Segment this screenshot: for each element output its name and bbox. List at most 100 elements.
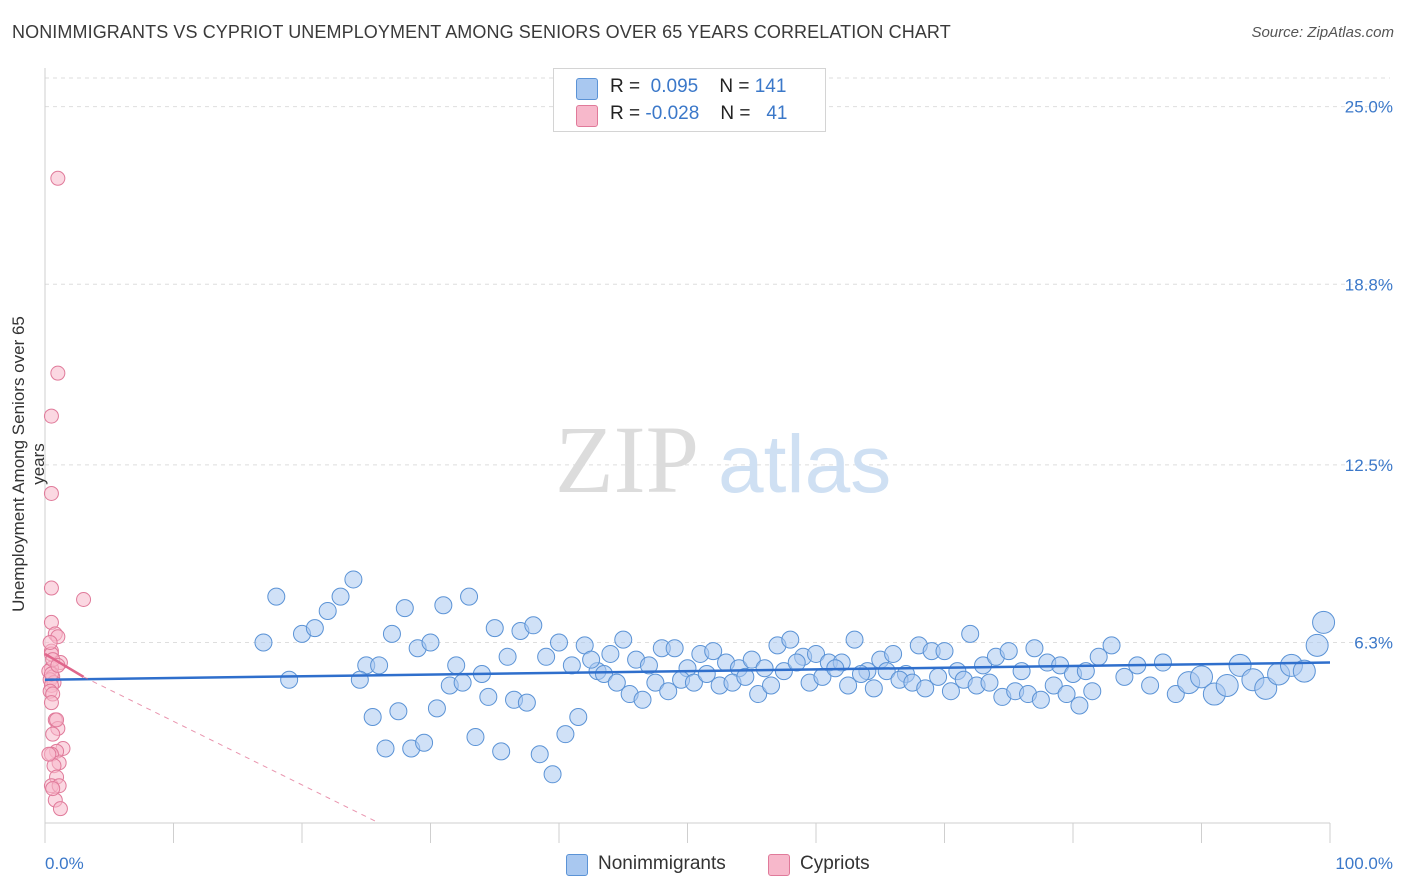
nonimmigrants-point	[344, 570, 363, 589]
source-label: Source: ZipAtlas.com	[1251, 24, 1394, 41]
nonimmigrants-point	[524, 616, 543, 635]
nonimmigrants-point	[1057, 685, 1076, 704]
nonimmigrants-point	[498, 647, 517, 666]
nonimmigrants-point	[1292, 659, 1316, 683]
nonimmigrants-point	[807, 644, 825, 663]
nonimmigrants-point	[935, 642, 954, 661]
nonimmigrants-point	[845, 630, 864, 649]
nonimmigrants-point	[280, 670, 299, 689]
nonimmigrants-point	[1070, 696, 1089, 715]
nonimmigrants-point	[485, 619, 504, 638]
nonimmigrants-point	[254, 633, 273, 652]
nonimmigrants-point	[1012, 662, 1031, 681]
nonimmigrants-point	[492, 742, 511, 761]
cypriots-trend-line	[44, 652, 85, 678]
nonimmigrants-point	[1031, 690, 1050, 709]
nonimmigrants-point	[684, 673, 703, 692]
nonimmigrants-point	[453, 673, 472, 692]
nonimmigrants-point	[1305, 633, 1329, 657]
grid-lines	[45, 77, 1390, 643]
y-axis-label: Unemployment Among Seniors over 65 years	[9, 316, 48, 612]
nonimmigrants-point	[704, 642, 723, 661]
bottom-legend-label-nonimmigrants: Nonimmigrants	[598, 853, 726, 874]
nonimmigrants-point	[999, 642, 1018, 661]
cypriots-point	[50, 365, 66, 381]
nonimmigrants-point	[742, 650, 761, 669]
nonimmigrants-point	[877, 662, 896, 681]
cypriots-point	[41, 746, 57, 762]
bottom-legend-label-cypriots: Cypriots	[800, 853, 870, 874]
nonimmigrants-point	[781, 630, 800, 649]
cypriots-point	[43, 580, 59, 596]
nonimmigrants-point	[787, 653, 806, 672]
nonimmigrants-point	[1141, 676, 1160, 695]
trend-lines	[44, 652, 1331, 824]
nonimmigrants-point	[1044, 676, 1063, 695]
legend-swatch-nonimmigrants	[576, 78, 598, 100]
cypriots-trend-extension	[83, 676, 380, 824]
cypriots-point	[43, 485, 59, 501]
nonimmigrants-point	[941, 682, 960, 701]
stats-legend: R = 0.095 N = 141 R = -0.028 N = 41	[553, 68, 826, 132]
nonimmigrants-trend-line	[44, 661, 1331, 681]
y-tick-label: 6.3%	[1354, 633, 1393, 652]
watermark-atlas: atlas	[718, 419, 891, 510]
nonimmigrants-point	[639, 656, 658, 675]
nonimmigrants-point	[929, 667, 948, 686]
nonimmigrants-point	[601, 644, 620, 663]
nonimmigrants-point	[1025, 639, 1044, 658]
nonimmigrants-point	[318, 601, 337, 620]
nonimmigrants-point	[427, 699, 446, 718]
nonimmigrants-point	[659, 682, 678, 701]
nonimmigrants-point	[543, 765, 562, 784]
nonimmigrants-point	[916, 679, 935, 698]
nonimmigrants-point	[1190, 665, 1213, 689]
nonimmigrants-point	[884, 644, 903, 663]
watermark-zip: ZIP	[555, 406, 699, 513]
nonimmigrants-point	[382, 624, 401, 643]
nonimmigrants-point	[755, 659, 774, 678]
cypriots-point	[50, 170, 66, 186]
nonimmigrants-point	[980, 673, 999, 692]
nonimmigrants-point	[550, 633, 568, 652]
nonimmigrants-point	[466, 728, 485, 747]
nonimmigrants-point	[749, 685, 768, 704]
nonimmigrants-point	[415, 733, 434, 752]
bottom-legend-swatch-cypriots	[768, 854, 790, 876]
points-layer	[41, 170, 1336, 817]
legend-text-nonimmigrants: R = 0.095 N = 141	[610, 76, 787, 97]
nonimmigrants-point	[1153, 653, 1172, 672]
cypriots-point	[43, 408, 59, 424]
nonimmigrants-point	[864, 679, 883, 698]
nonimmigrants-point	[350, 670, 369, 689]
nonimmigrants-point	[556, 725, 575, 744]
nonimmigrants-point	[614, 630, 633, 649]
cypriots-point	[45, 726, 61, 742]
nonimmigrants-point	[974, 656, 993, 675]
nonimmigrants-point	[633, 690, 652, 709]
nonimmigrants-point	[569, 707, 588, 726]
nonimmigrants-point	[736, 667, 755, 686]
nonimmigrants-point	[582, 650, 601, 669]
cypriots-point	[49, 712, 65, 728]
cypriots-point	[42, 634, 58, 650]
nonimmigrants-point	[1083, 682, 1102, 701]
nonimmigrants-point	[395, 599, 414, 618]
nonimmigrants-point	[1102, 636, 1121, 655]
bottom-legend-swatch-nonimmigrants	[566, 854, 588, 876]
nonimmigrants-point	[530, 745, 549, 764]
nonimmigrants-point	[1115, 667, 1134, 686]
chart-title: NONIMMIGRANTS VS CYPRIOT UNEMPLOYMENT AM…	[12, 22, 951, 42]
nonimmigrants-point	[434, 596, 453, 615]
nonimmigrants-point	[961, 624, 980, 643]
nonimmigrants-point	[517, 693, 536, 712]
cypriots-point	[45, 781, 61, 797]
nonimmigrants-point	[479, 687, 498, 706]
axes	[44, 68, 1331, 843]
y-tick-label: 18.8%	[1345, 275, 1393, 294]
nonimmigrants-point	[646, 673, 665, 692]
y-tick-label: 12.5%	[1345, 456, 1393, 475]
cypriots-point	[76, 592, 92, 607]
nonimmigrants-point	[370, 656, 389, 675]
